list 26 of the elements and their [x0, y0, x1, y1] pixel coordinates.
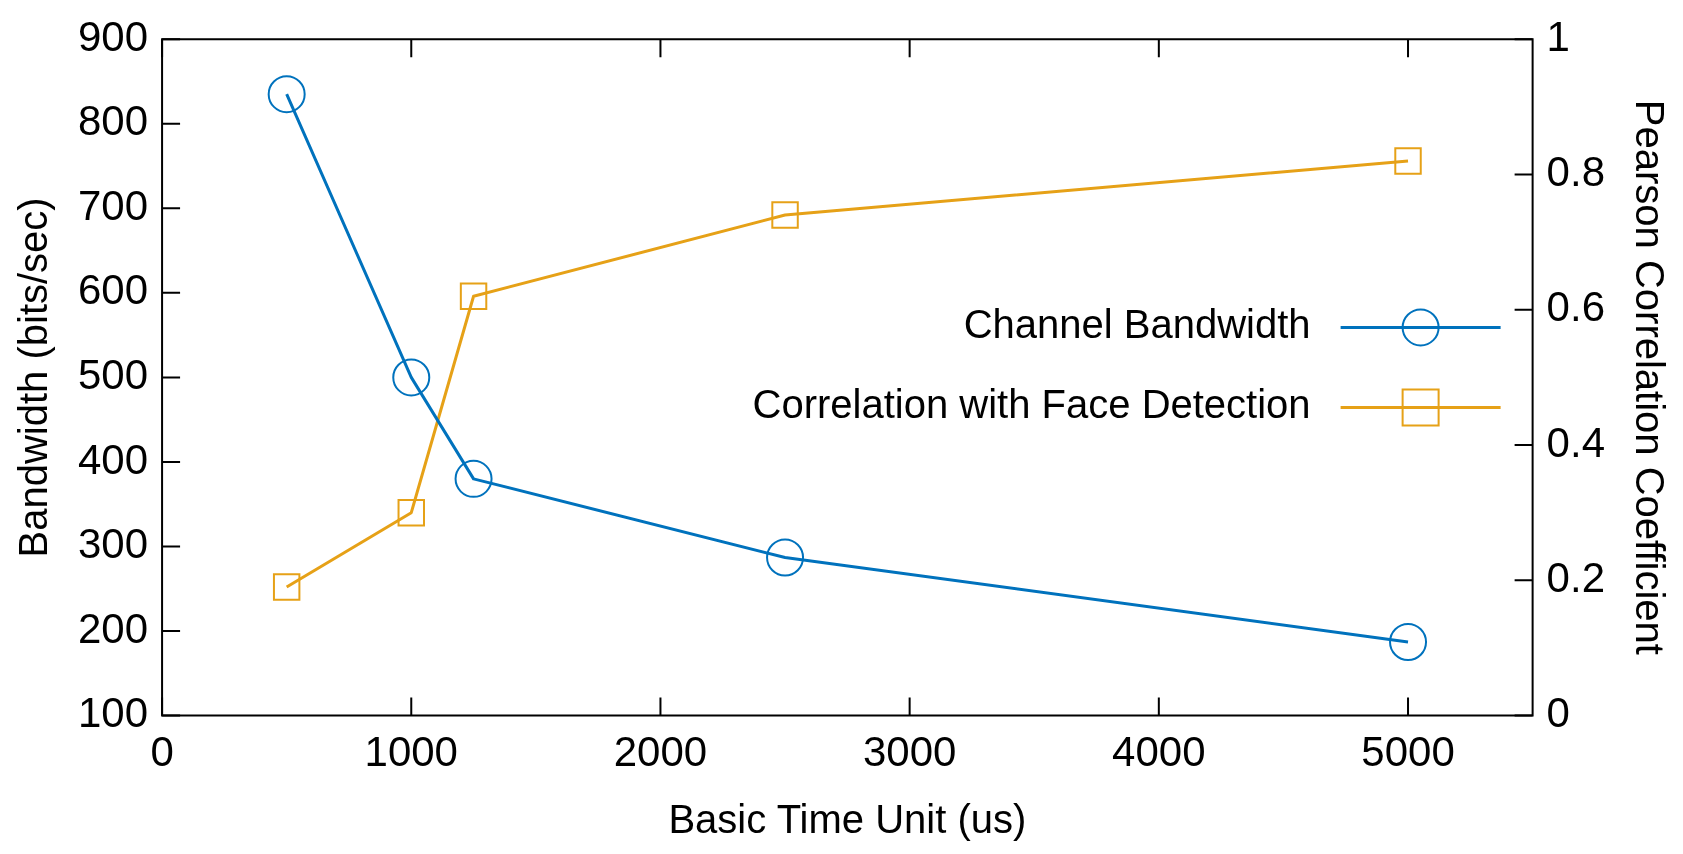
y2-tick-label: 0.6 — [1546, 283, 1605, 331]
y2-axis-title: Pearson Correlation Coefficient — [1627, 99, 1672, 655]
y2-tick-label: 0 — [1546, 689, 1570, 737]
x-tick-label: 3000 — [862, 728, 957, 776]
x-tick-label: 4000 — [1112, 728, 1206, 776]
legend-label: Correlation with Face Detection — [752, 382, 1311, 427]
y-tick-label: 400 — [78, 435, 149, 483]
x-tick-label: 2000 — [613, 728, 708, 776]
x-tick-label: 5000 — [1361, 728, 1455, 776]
y-tick-label: 900 — [78, 12, 149, 60]
y-axis-title: Bandwidth (bits/sec) — [11, 197, 56, 558]
y2-tick-label: 0.4 — [1546, 418, 1605, 466]
y-tick-label: 600 — [78, 266, 149, 314]
y-tick-label: 100 — [78, 689, 149, 737]
y-tick-label: 200 — [78, 604, 149, 652]
y2-tick-label: 1 — [1546, 12, 1570, 60]
y2-tick-label: 0.8 — [1546, 148, 1605, 196]
x-tick-label: 0 — [150, 728, 174, 776]
legend-label: Channel Bandwidth — [963, 302, 1311, 347]
y-tick-label: 300 — [78, 520, 149, 568]
x-axis-title: Basic Time Unit (us) — [668, 797, 1027, 842]
y-tick-label: 700 — [78, 181, 149, 229]
y-tick-label: 800 — [78, 97, 149, 145]
y-tick-label: 500 — [78, 350, 149, 398]
x-tick-label: 1000 — [364, 728, 458, 776]
y2-tick-label: 0.2 — [1546, 553, 1605, 601]
